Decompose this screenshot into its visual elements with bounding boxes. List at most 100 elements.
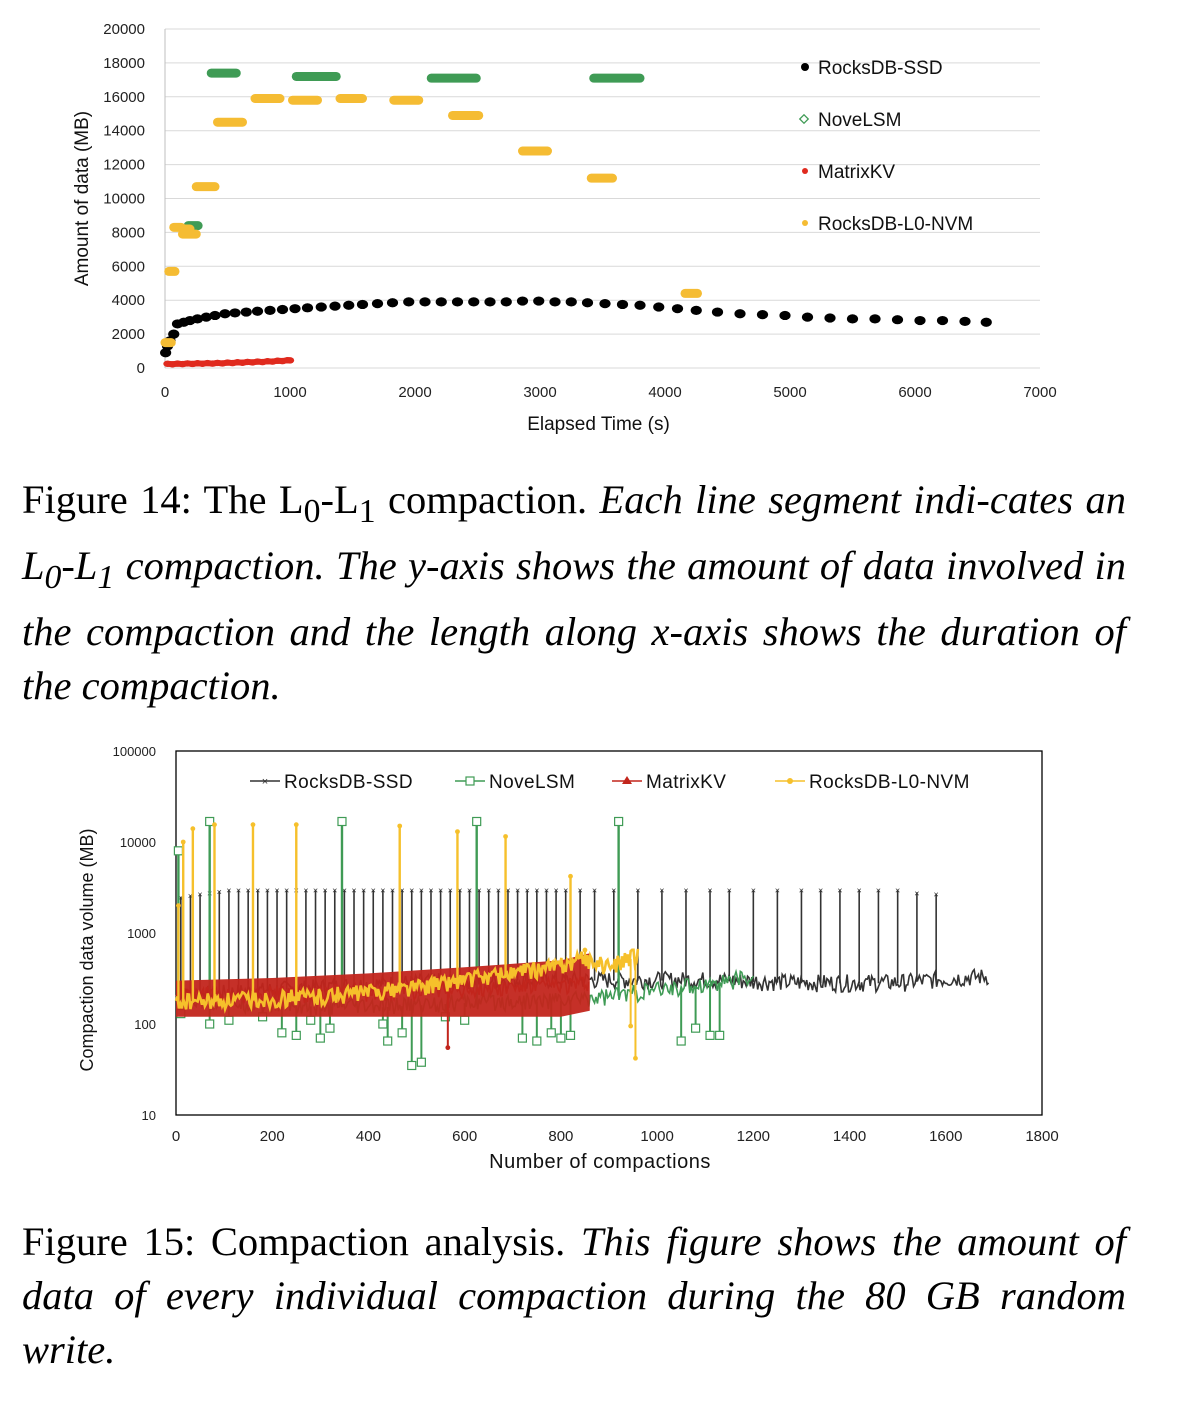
dip-marker — [532, 1036, 542, 1046]
spike-marker — [568, 873, 573, 879]
spike-marker — [472, 816, 482, 827]
y-tick-label: 8000 — [112, 224, 145, 241]
spike-marker — [173, 846, 184, 856]
figure-14-chart: 0200040006000800010000120001400016000180… — [72, 21, 1057, 435]
y-tick-label: 100 — [134, 1017, 156, 1032]
data-point — [419, 297, 431, 307]
series-rocksdb-l0-nvm — [160, 93, 702, 348]
x-tick-label: 1400 — [833, 1128, 866, 1145]
series-rocksdb-l0-nvm — [174, 822, 640, 1061]
spike-marker — [205, 816, 215, 827]
y-tick-label: 12000 — [103, 157, 145, 174]
y-axis-label: Amount of data (MB) — [72, 111, 93, 286]
x-tick-label: 0 — [172, 1128, 180, 1145]
data-point — [581, 298, 594, 308]
data-point — [315, 302, 327, 312]
data-point — [435, 297, 447, 307]
spike-marker: × — [371, 886, 376, 896]
spike-marker: × — [476, 886, 481, 896]
figure-14-caption: Figure 14: The L0-L1 compaction. Each li… — [22, 473, 1126, 713]
caption-description: This figure shows the amount of data of … — [22, 1219, 1126, 1372]
x-tick-label: 5000 — [773, 384, 806, 401]
data-point — [200, 312, 212, 322]
spike-marker: × — [611, 886, 616, 896]
series-line — [175, 975, 590, 1006]
dip-marker — [460, 1015, 470, 1025]
dip-marker — [407, 1060, 417, 1071]
spike-marker: × — [265, 886, 270, 896]
data-point — [209, 310, 221, 321]
spike-marker: × — [486, 886, 491, 896]
dip-marker — [705, 1030, 715, 1040]
spike-marker — [582, 947, 588, 953]
spike-marker: × — [837, 886, 842, 896]
y-tick-label: 10000 — [103, 191, 145, 208]
spike-marker: × — [178, 893, 183, 903]
spike-marker — [176, 903, 181, 909]
spike-marker: × — [226, 886, 231, 896]
figure-15-caption: Figure 15: Compaction analysis. This fig… — [22, 1215, 1126, 1377]
legend-marker: × — [262, 776, 268, 788]
plot-frame — [175, 750, 1043, 1116]
spike-marker: × — [857, 886, 862, 896]
y-axis-label: Compaction data volume (MB) — [77, 828, 97, 1071]
data-point — [264, 305, 276, 315]
x-axis-label: Elapsed Time (s) — [527, 414, 670, 435]
y-tick-label: 1000 — [127, 926, 156, 941]
data-point — [484, 297, 496, 307]
data-point — [386, 298, 399, 308]
dip-marker — [383, 1036, 393, 1046]
data-point — [468, 297, 480, 307]
series-matrixkv — [163, 357, 295, 368]
spike-marker: × — [751, 886, 756, 896]
spike-marker: × — [361, 886, 366, 896]
data-point — [533, 296, 545, 306]
caption-label-mid: -L — [320, 477, 359, 522]
data-point — [779, 310, 791, 321]
caption-description-rest: compaction. The y-axis shows the amount … — [22, 543, 1126, 709]
y-tick-label: 10000 — [120, 835, 156, 850]
caption-subscript: 1 — [358, 493, 376, 531]
spike-marker: × — [457, 886, 462, 896]
dip-marker — [565, 1030, 576, 1040]
spike-marker: × — [197, 890, 202, 900]
y-tick-label: 6000 — [112, 258, 145, 275]
x-tick-label: 1200 — [737, 1128, 770, 1145]
caption-description-mid: -L — [61, 543, 98, 589]
data-point — [711, 307, 724, 317]
y-tick-label: 20000 — [103, 21, 145, 38]
dip-marker — [378, 1019, 388, 1029]
legend-label: MatrixKV — [818, 162, 895, 183]
y-tick-label: 4000 — [112, 292, 145, 309]
spike-marker: × — [707, 886, 712, 896]
x-tick-label: 3000 — [523, 384, 556, 401]
data-point — [690, 305, 702, 315]
spike-marker: × — [188, 891, 193, 901]
caption-subscript: 1 — [97, 559, 115, 597]
spike-marker: × — [914, 888, 919, 898]
data-point — [869, 314, 881, 324]
legend-label: RocksDB-SSD — [284, 772, 413, 793]
spike-marker — [397, 823, 403, 829]
spike-marker: × — [544, 886, 549, 896]
y-tick-label: 100000 — [113, 744, 156, 759]
dip-marker — [633, 1055, 638, 1061]
x-tick-label: 2000 — [398, 384, 431, 401]
spike-marker: × — [448, 886, 453, 896]
x-tick-label: 1600 — [929, 1128, 962, 1145]
dip-marker — [676, 1036, 686, 1046]
spike-marker: × — [399, 886, 404, 896]
spike-marker: × — [563, 886, 568, 896]
legend-marker — [787, 778, 793, 784]
x-tick-label: 4000 — [648, 384, 681, 401]
spike-marker — [503, 834, 508, 839]
y-tick-label: 18000 — [103, 55, 145, 72]
spike-marker: × — [895, 886, 900, 896]
spike-marker: × — [496, 886, 501, 896]
dip-marker — [397, 1028, 407, 1038]
spike-marker: × — [342, 886, 347, 896]
spike-marker: × — [409, 886, 414, 896]
x-tick-label: 1000 — [273, 384, 306, 401]
series-novelsm — [173, 816, 755, 1071]
legend-marker — [798, 113, 810, 125]
